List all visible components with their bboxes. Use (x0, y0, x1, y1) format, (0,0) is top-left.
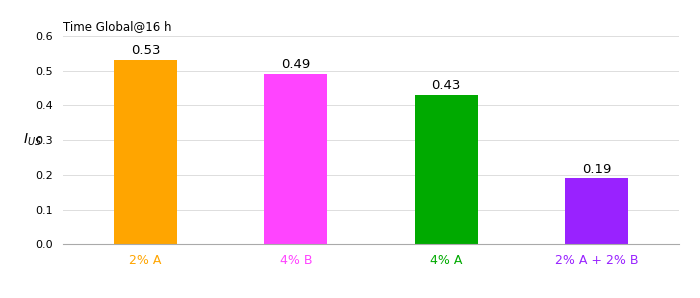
Text: 0.43: 0.43 (431, 79, 461, 92)
Text: 0.49: 0.49 (281, 58, 311, 71)
Text: 0.19: 0.19 (582, 162, 611, 176)
Bar (565, 178, 628, 244)
Text: Time Global@16 h: Time Global@16 h (63, 20, 172, 33)
Bar (414, 95, 477, 244)
Y-axis label: $I_{US}$: $I_{US}$ (23, 132, 42, 148)
Text: 0.53: 0.53 (131, 44, 160, 57)
Bar (114, 60, 177, 244)
Bar (265, 74, 328, 244)
